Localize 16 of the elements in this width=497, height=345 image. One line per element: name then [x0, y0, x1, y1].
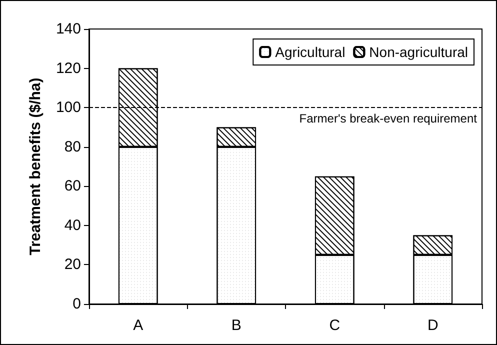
- y-tick-label: 100: [56, 99, 81, 116]
- y-tick-label: 0: [72, 296, 81, 312]
- x-tick-label: D: [427, 317, 438, 334]
- y-tick-label: 120: [56, 60, 81, 77]
- x-tick-label: A: [133, 317, 144, 334]
- ref-line-label: Farmer's break-even requirement: [299, 112, 478, 126]
- x-tick-label: B: [231, 317, 242, 334]
- y-tick-label: 60: [64, 178, 81, 195]
- y-tick-label: 20: [64, 256, 81, 274]
- y-tick-label: 80: [64, 138, 81, 156]
- legend-label: Non-agricultural: [369, 44, 468, 60]
- y-tick-label: 140: [56, 20, 81, 38]
- x-tick-label: C: [329, 317, 340, 334]
- legend-label: Agricultural: [275, 44, 346, 60]
- y-tick-label: 40: [64, 216, 81, 234]
- y-axis-title: Treatment benefits ($/ha): [27, 78, 44, 256]
